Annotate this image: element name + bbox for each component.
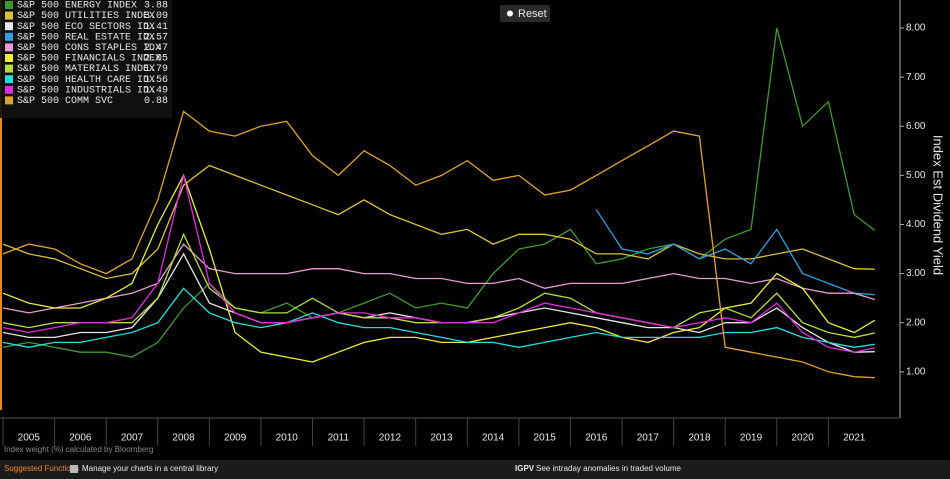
legend-label: S&P 500 COMM SVC <box>17 96 113 107</box>
y-tick-label: 5.00 <box>906 170 926 181</box>
y-tick-label: 6.00 <box>906 121 926 132</box>
legend-label: S&P 500 HEALTH CARE IDX <box>17 75 155 86</box>
x-tick-label: 2017 <box>637 433 660 444</box>
legend-label: S&P 500 CONS STAPLES IDX <box>17 43 161 54</box>
x-tick-label: 2021 <box>843 433 866 444</box>
legend-swatch <box>5 32 13 41</box>
legend-value: 3.88 <box>144 1 168 12</box>
legend-swatch <box>5 11 13 20</box>
series-line <box>2 175 875 353</box>
x-tick-label: 2010 <box>276 433 299 444</box>
y-tick-label: 8.00 <box>906 23 926 34</box>
legend-value: 1.41 <box>144 22 168 33</box>
series-line <box>2 243 875 314</box>
x-tick-label: 2009 <box>224 433 247 444</box>
x-tick-label: 2011 <box>328 433 350 444</box>
legend-swatch <box>5 64 13 73</box>
footer-tip[interactable]: See intraday anomalies in traded volume <box>536 464 682 473</box>
y-tick-label: 1.00 <box>906 366 926 377</box>
legend-label: S&P 500 ENERGY INDEX <box>17 1 137 12</box>
x-tick-label: 2012 <box>379 433 402 444</box>
legend-label: S&P 500 ECO SECTORS IDX <box>17 22 155 33</box>
legend-value: 1.49 <box>144 85 168 96</box>
x-tick-label: 2018 <box>688 433 711 444</box>
legend-label: S&P 500 MATERIALS INDEX <box>17 64 155 75</box>
series-line <box>595 209 875 296</box>
legend-value: 2.57 <box>144 32 168 43</box>
legend: S&P 500 ENERGY INDEX 3.88S&P 500 UTILITIE… <box>5 1 168 107</box>
legend-label: S&P 500 UTILITIES INDEX <box>17 11 155 22</box>
legend-swatch <box>5 96 13 105</box>
x-tick-label: 2007 <box>121 433 144 444</box>
x-tick-label: 2006 <box>69 433 92 444</box>
legend-swatch <box>5 54 13 62</box>
legend-value: 1.56 <box>144 75 168 86</box>
y-tick-label: 3.00 <box>906 268 926 279</box>
footer-tip[interactable]: Manage your charts in a central library <box>82 464 218 473</box>
x-tick-label: 2016 <box>585 433 608 444</box>
legend-value: 3.09 <box>144 11 168 22</box>
footer-code[interactable]: IGPV <box>515 464 535 473</box>
legend-value: 1.79 <box>144 64 168 75</box>
x-tick-label: 2020 <box>791 433 814 444</box>
reset-icon <box>507 10 513 17</box>
x-tick-label: 2005 <box>18 433 41 444</box>
footer-label[interactable]: Suggested Functions <box>4 464 79 473</box>
x-tick-label: 2008 <box>172 433 195 444</box>
legend-label: S&P 500 REAL ESTATE IDX <box>17 32 155 43</box>
x-tick-label: 2015 <box>534 433 557 444</box>
legend-swatch <box>5 22 13 31</box>
legend-value: 2.47 <box>144 43 168 54</box>
legend-label: S&P 500 INDUSTRIALS IDX <box>17 85 155 96</box>
series-line <box>2 164 875 280</box>
x-tick-label: 2014 <box>482 433 505 444</box>
footnote: Index weight (%) calculated by Bloomberg <box>4 445 153 454</box>
legend-swatch <box>5 43 13 52</box>
legend-swatch <box>5 1 13 9</box>
y-tick-label: 7.00 <box>906 72 926 83</box>
series-line <box>2 27 876 358</box>
legend-swatch <box>5 85 13 94</box>
legend-label: S&P 500 FINANCIALS INDEX <box>17 54 161 65</box>
y-tick-label: 2.00 <box>906 317 926 328</box>
series-line <box>2 110 875 379</box>
x-tick-label: 2013 <box>430 433 453 444</box>
footer-bar <box>0 460 950 479</box>
legend-value: 0.88 <box>144 96 168 107</box>
y-axis-label: Index Est Dividend Yield <box>931 135 946 275</box>
y-tick-label: 4.00 <box>906 219 926 230</box>
legend-value: 2.05 <box>144 54 168 65</box>
legend-box <box>0 0 172 118</box>
legend-swatch <box>5 75 13 84</box>
series-line <box>2 287 875 348</box>
reset-label[interactable]: Reset <box>518 8 547 20</box>
series-line <box>2 173 876 363</box>
plot <box>2 27 876 379</box>
x-tick-label: 2019 <box>740 433 763 444</box>
reset-button[interactable] <box>500 5 550 22</box>
footer-icon <box>70 465 78 473</box>
